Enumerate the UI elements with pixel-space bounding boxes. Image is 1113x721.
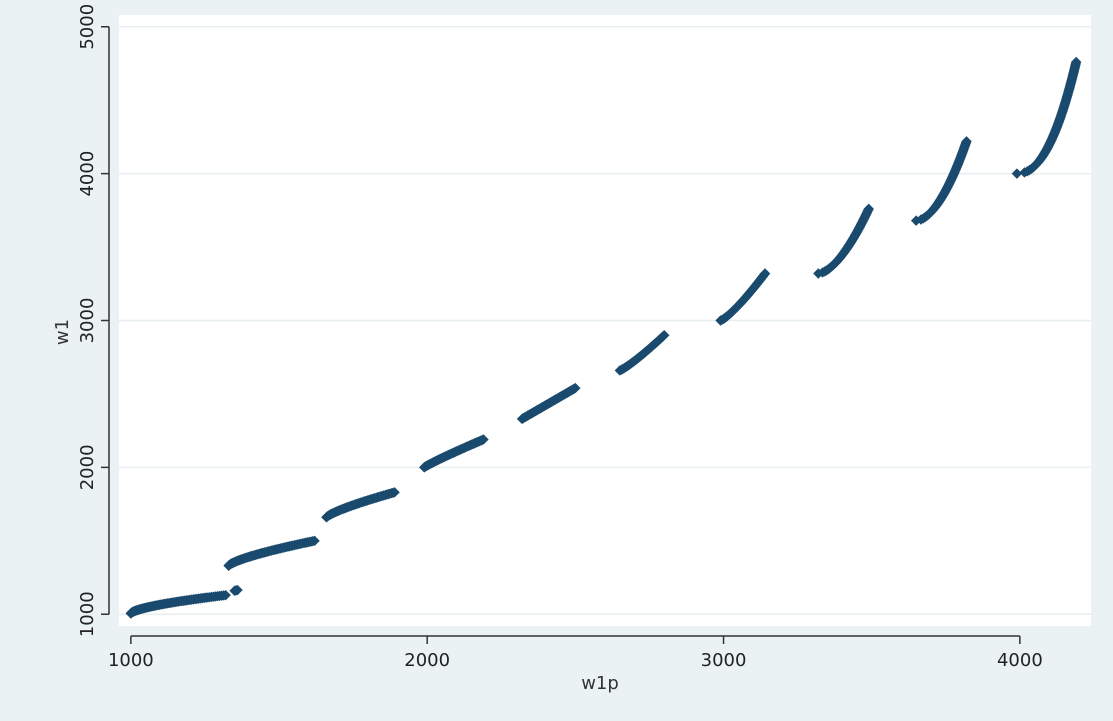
data-point	[1011, 168, 1023, 179]
axes: 1000 2000 3000 4000 5000 1000 2000 3000 4000	[77, 4, 1043, 671]
data-point	[232, 584, 243, 596]
data-points	[125, 56, 1082, 619]
data-point	[759, 268, 771, 279]
y-tick-label: 1000	[77, 591, 98, 637]
x-tick-label: 3000	[701, 650, 747, 671]
y-tick-label: 5000	[77, 4, 98, 50]
data-point	[309, 535, 320, 547]
data-point	[389, 487, 400, 498]
data-point	[570, 382, 581, 394]
y-axis-title: w1	[52, 319, 73, 345]
data-point	[220, 589, 231, 601]
data-point	[1070, 56, 1082, 68]
x-tick-label: 1000	[108, 650, 154, 671]
x-tick-label: 4000	[997, 650, 1043, 671]
gridlines	[119, 26, 1091, 615]
data-point	[659, 329, 670, 341]
data-point	[478, 434, 489, 445]
x-axis-title: w1p	[581, 673, 619, 694]
data-point	[910, 215, 922, 226]
y-tick-label: 3000	[77, 298, 98, 344]
data-point	[863, 203, 874, 215]
y-tick-label: 4000	[77, 151, 98, 197]
y-tick-label: 2000	[77, 444, 98, 490]
data-point	[961, 136, 972, 147]
x-tick-label: 2000	[404, 650, 450, 671]
